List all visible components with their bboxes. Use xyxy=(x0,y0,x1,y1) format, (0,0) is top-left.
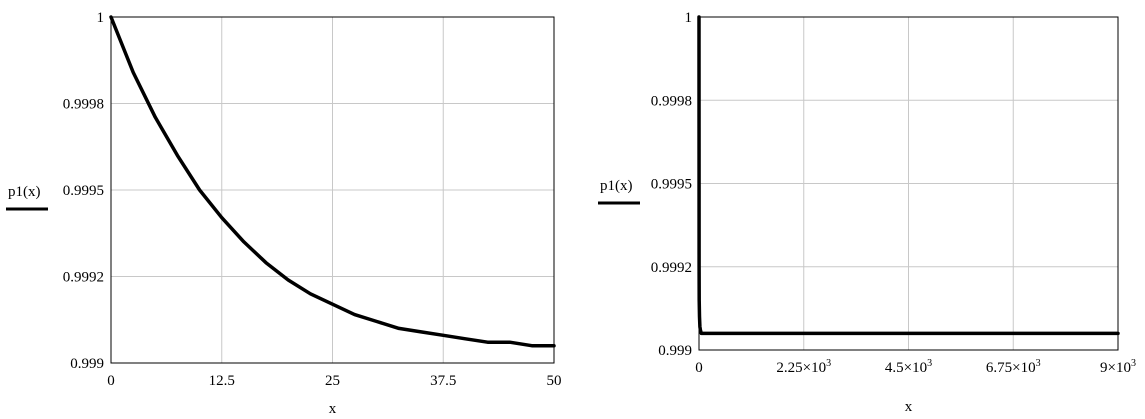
x-tick-label: 9×103 xyxy=(1100,358,1136,376)
y-tick-label: 0.9998 xyxy=(63,97,104,113)
series-line-left xyxy=(109,15,556,348)
x-ticks-left: 0 12.5 25 37.5 50 xyxy=(107,373,561,389)
y-tick-label: 0.9998 xyxy=(651,93,692,109)
x-axis-label-right: x xyxy=(905,399,913,415)
y-tick-label: 0.999 xyxy=(658,343,692,359)
grid-left xyxy=(110,16,555,364)
x-ticks-right: 0 2.25×103 4.5×103 6.75×103 9×103 xyxy=(695,358,1136,376)
y-tick-label: 0.9995 xyxy=(651,177,692,193)
x-tick-label: 6.75×103 xyxy=(986,358,1041,376)
y-tick-label: 1 xyxy=(97,10,105,26)
series-line-right xyxy=(697,15,1120,336)
y-ticks-left: 0.999 0.9992 0.9995 0.9998 1 xyxy=(63,10,104,372)
grid-right xyxy=(698,16,1119,351)
y-tick-label: 0.999 xyxy=(70,356,104,372)
x-tick-label: 0 xyxy=(695,360,703,376)
x-tick-label: 25 xyxy=(325,373,340,389)
plot-frame-left xyxy=(110,16,555,364)
x-tick-label: 0 xyxy=(107,373,115,389)
chart-right: 0.999 0.9992 0.9995 0.9998 1 0 2.25×103 4.5×10… xyxy=(598,10,1136,415)
x-tick-label: 12.5 xyxy=(209,373,235,389)
x-tick-label: 4.5×103 xyxy=(885,358,932,376)
chart-left: 0.999 0.9992 0.9995 0.9998 1 0 12.5 25 37.5 50 p… xyxy=(6,10,562,417)
y-tick-label: 1 xyxy=(685,10,693,26)
y-ticks-right: 0.999 0.9992 0.9995 0.9998 1 xyxy=(651,10,692,359)
y-axis-label-right: p1(x) xyxy=(600,178,633,194)
y-tick-label: 0.9992 xyxy=(63,270,104,286)
x-axis-label-left: x xyxy=(329,401,337,417)
y-axis-label-left: p1(x) xyxy=(8,184,41,200)
y-tick-label: 0.9995 xyxy=(63,183,104,199)
x-tick-label: 50 xyxy=(547,373,562,389)
x-tick-label: 37.5 xyxy=(430,373,456,389)
y-tick-label: 0.9992 xyxy=(651,260,692,276)
x-tick-label: 2.25×103 xyxy=(776,358,831,376)
